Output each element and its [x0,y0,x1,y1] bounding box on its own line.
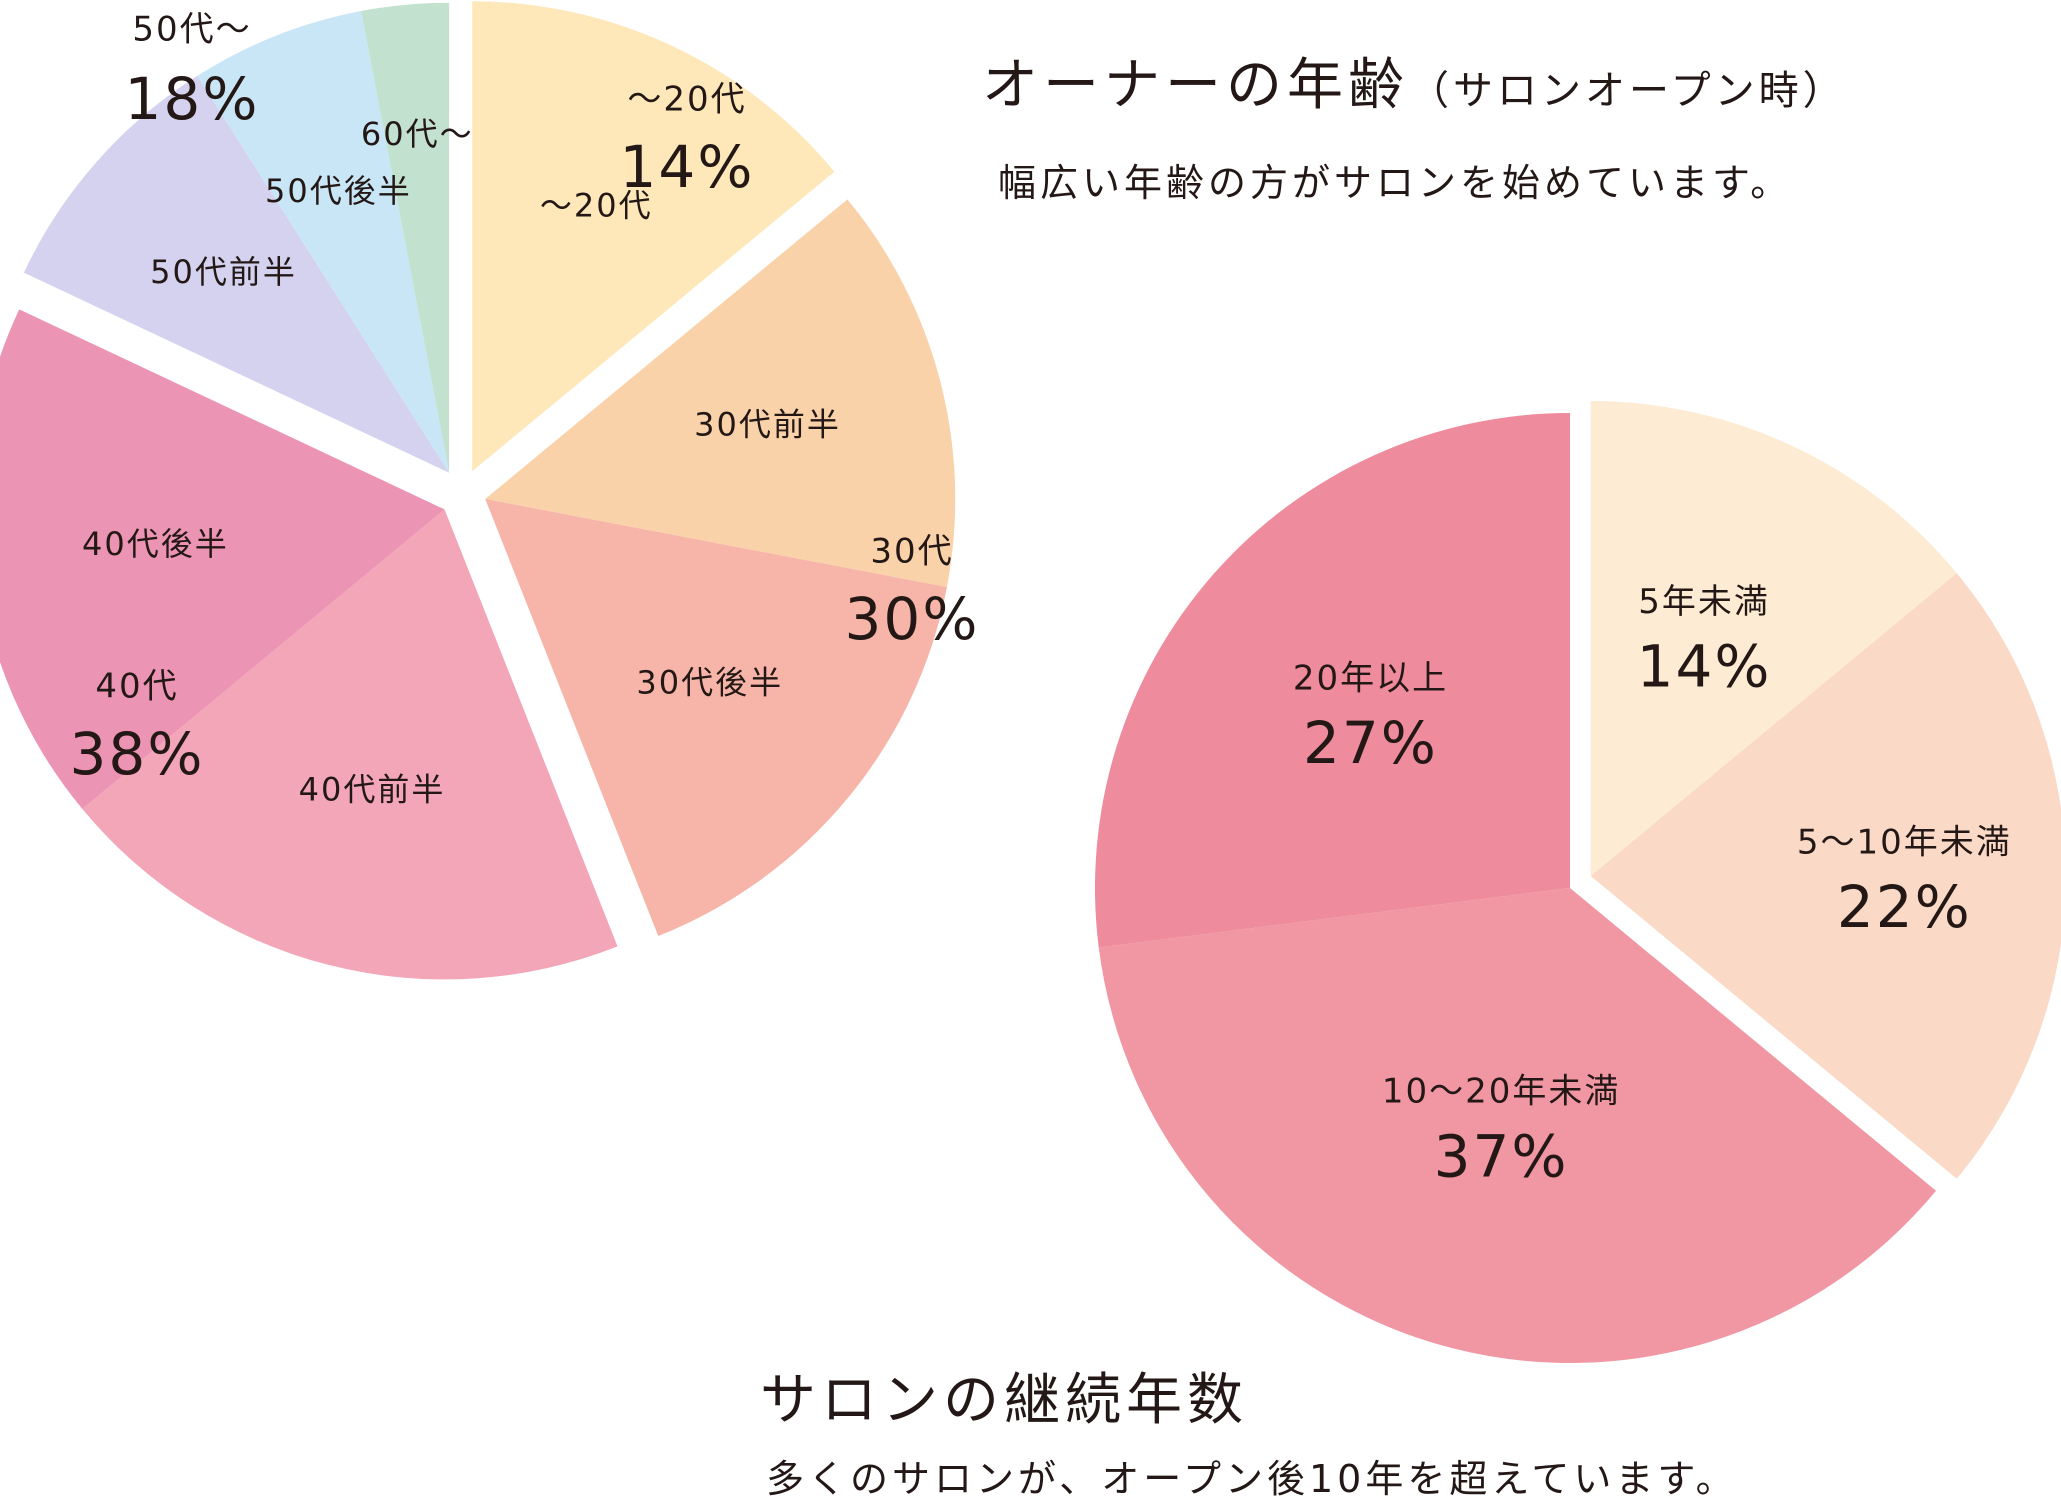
years-slice-percent-3: 27% [1303,709,1438,777]
age-slice-6 [197,11,450,473]
age-group-name-1: 30代 [870,532,953,572]
years-slice-label-3: 20年以上 [1293,659,1448,699]
age-slice-label-0: ～20代 [540,187,653,225]
age-slice-label-3: 40代前半 [299,771,446,809]
age-group-percent-1: 30% [845,585,980,653]
age-group-percent-0: 14% [620,133,755,201]
years-slice-label-0: 5年未満 [1638,582,1770,622]
years-slice-percent-1: 22% [1837,873,1972,941]
age-slice-2 [485,498,947,936]
age-group-2 [0,309,618,980]
age-group-3 [23,2,450,473]
age-slice-5 [23,75,450,473]
age-group-name-2: 40代 [95,667,178,707]
owner-age-subtitle: 幅広い年齢の方がサロンを始めています。 [998,161,1793,205]
salon-years-subtitle: 多くのサロンが、オープン後10年を超えています。 [766,1457,1738,1501]
years-slice-label-1: 5～10年未満 [1797,823,2012,863]
years-slice-3 [1095,413,1570,948]
age-group-1 [485,199,956,936]
age-slice-label-7: 60代～ [361,115,474,153]
age-group-name-0: ～20代 [627,80,746,120]
years-slice-2 [1098,888,1936,1363]
years-slice-0 [1590,401,1957,876]
owner-age-title: オーナーの年齢（サロンオープン時） [982,40,1847,121]
age-slice-label-4: 40代後半 [82,525,229,563]
years-slice-label-2: 10～20年未満 [1382,1072,1621,1112]
age-group-0 [472,1,835,472]
age-slice-label-5: 50代前半 [150,253,297,291]
years-slice-percent-0: 14% [1637,632,1772,700]
age-slice-4 [0,309,445,810]
age-slice-1 [485,199,956,588]
age-slice-label-2: 30代後半 [636,664,783,702]
salon-years-title: サロンの継続年数 [760,1368,1248,1433]
age-group-percent-3: 18% [125,65,260,133]
age-group-percent-2: 38% [70,720,205,788]
age-slice-3 [82,509,618,980]
age-slice-7 [361,2,450,473]
age-slice-label-6: 50代後半 [265,172,412,210]
years-slice-1 [1590,573,2061,1179]
age-slice-0 [472,1,835,472]
owner-age-title-note: （サロンオープン時） [1409,68,1847,114]
years-slice-percent-2: 37% [1434,1122,1569,1190]
age-slice-label-1: 30代前半 [694,406,841,444]
owner-age-title-main: オーナーの年齢 [982,53,1409,118]
age-group-name-3: 50代～ [132,10,251,50]
